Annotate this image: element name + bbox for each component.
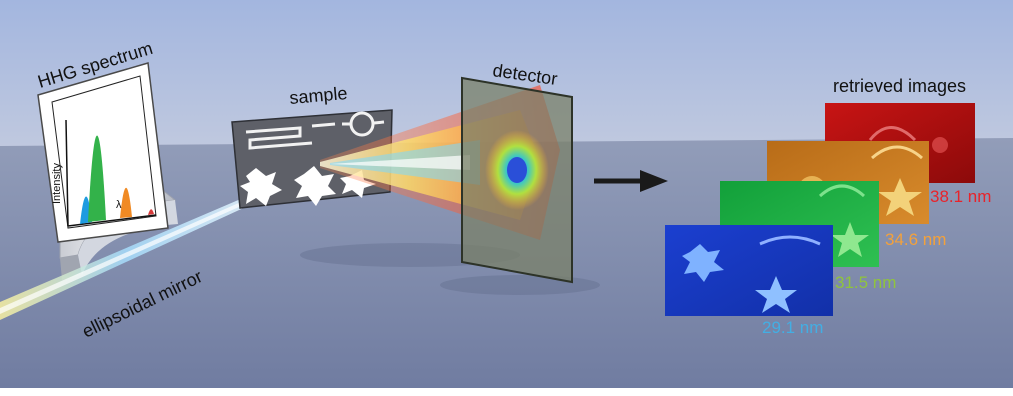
spectrum-peak-red [148, 209, 154, 215]
detector [461, 76, 573, 284]
hhg-spectrum-card: Intensity λ [37, 62, 169, 243]
wavelength-label-34nm: 34.6 nm [885, 230, 946, 249]
wavelength-label-31nm: 31.5 nm [835, 273, 896, 292]
flow-arrow [594, 170, 668, 192]
spectrum-peak-green [88, 135, 106, 222]
wavelength-label-29nm: 29.1 nm [762, 318, 823, 337]
retrieved-images-label: retrieved images [833, 76, 966, 96]
lambda-axis-label: λ [116, 199, 122, 211]
intensity-axis-label: Intensity [51, 163, 63, 204]
spectrum-peak-orange [120, 187, 132, 218]
wavelength-label-38nm: 38.1 nm [930, 187, 991, 206]
retrieved-image-29nm [665, 225, 833, 316]
